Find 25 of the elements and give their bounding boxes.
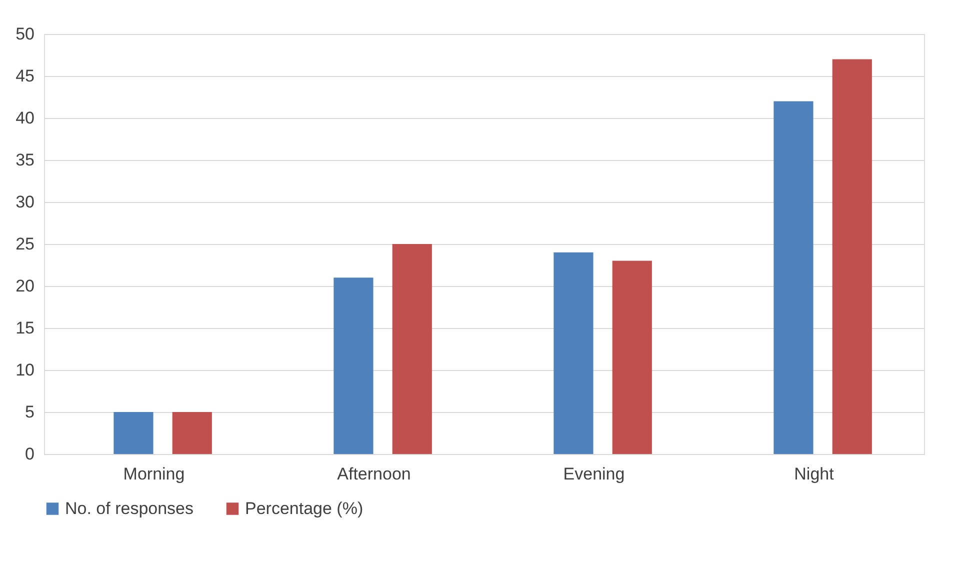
bar xyxy=(554,252,594,454)
legend-label: No. of responses xyxy=(65,498,194,518)
y-tick-label: 15 xyxy=(16,318,34,338)
bar xyxy=(832,59,872,454)
bar xyxy=(774,101,814,454)
bar xyxy=(334,278,374,454)
bar xyxy=(114,412,154,454)
y-tick-label: 45 xyxy=(16,66,34,86)
y-tick-label: 50 xyxy=(16,24,34,44)
x-tick-label: Afternoon xyxy=(337,464,411,484)
y-tick-label: 35 xyxy=(16,150,34,170)
x-tick-label: Evening xyxy=(563,464,625,484)
x-tick-label: Morning xyxy=(123,464,185,484)
legend-label: Percentage (%) xyxy=(245,498,364,518)
y-tick-label: 30 xyxy=(16,192,34,212)
y-tick-label: 5 xyxy=(25,402,34,422)
x-tick-label: Night xyxy=(794,464,834,484)
y-tick-label: 40 xyxy=(16,108,34,128)
y-tick-label: 10 xyxy=(16,360,34,380)
y-tick-label: 20 xyxy=(16,276,34,296)
y-tick-label: 0 xyxy=(25,444,34,464)
y-tick-label: 25 xyxy=(16,234,34,254)
bar xyxy=(612,260,652,454)
bar xyxy=(172,412,212,454)
bar xyxy=(392,244,432,454)
